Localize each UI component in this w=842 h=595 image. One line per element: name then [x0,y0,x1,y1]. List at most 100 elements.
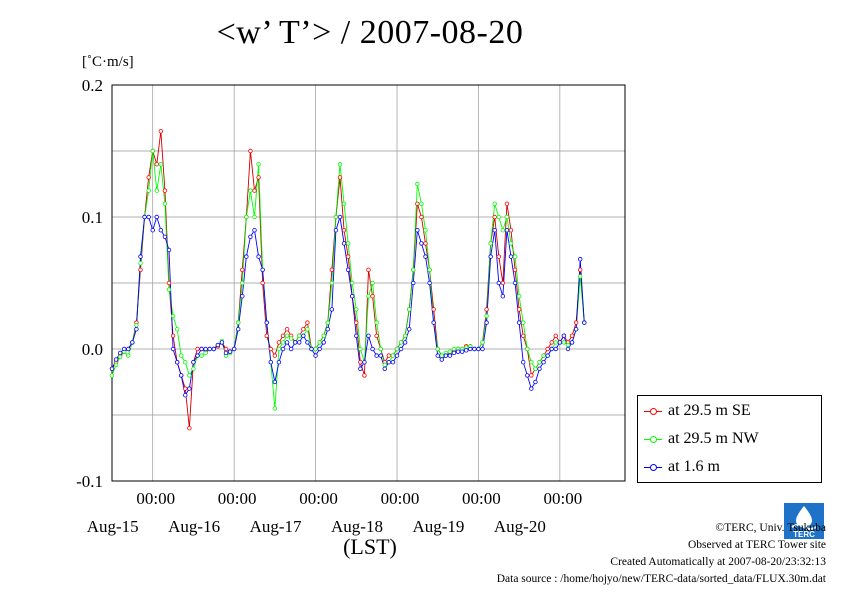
data-point [529,360,534,365]
data-point [305,340,310,345]
series-line-1 [111,150,585,409]
data-point [321,340,326,345]
data-point [333,227,339,233]
data-point [223,350,229,356]
x-tick-date: Aug-18 [331,517,383,536]
data-point [350,294,355,299]
data-point [256,175,261,180]
data-point [354,307,359,312]
data-point [537,360,542,365]
data-point [260,280,265,286]
data-point [508,227,514,233]
data-point [170,313,176,319]
data-point [573,320,579,325]
data-point [374,353,379,358]
data-point [321,333,326,338]
data-point [443,353,449,358]
plot-frame [111,84,626,482]
data-point [582,320,587,325]
data-point [252,188,257,193]
data-point [179,353,184,358]
data-point [162,188,168,193]
data-point [130,340,135,345]
data-point [244,254,249,259]
x-tick-time: 00:00 [381,489,420,508]
data-point [297,340,302,345]
data-point [529,386,534,391]
data-point [227,349,233,354]
data-point [240,294,245,299]
data-point [415,201,420,206]
data-point [341,227,347,233]
legend-item-1-6m: at 1.6 m [638,456,821,480]
data-point [370,294,375,299]
data-point [264,320,269,325]
data-point [488,241,493,246]
x-tick-time: 00:00 [462,489,501,508]
data-point [305,327,310,332]
data-point [512,254,518,259]
data-point [329,267,335,272]
data-point [431,307,436,312]
data-point [288,346,294,352]
x-tick-date: Aug-20 [494,517,546,536]
data-point [280,333,286,338]
data-point [117,354,123,360]
data-point [419,214,424,220]
data-point [476,346,481,352]
legend-label: at 29.5 m NW [668,430,759,447]
data-point [451,346,457,352]
data-point [508,241,514,246]
data-point [236,327,241,332]
data-point [313,353,318,358]
data-point [154,161,159,167]
data-point [293,340,298,345]
legend-label: at 29.5 m SE [668,402,751,419]
data-point [415,227,420,233]
legend-swatch-marker [650,436,657,443]
data-point [354,320,359,325]
data-point [191,360,196,365]
data-point [272,379,278,385]
data-point [264,333,269,338]
data-point [109,373,115,378]
data-point [366,294,371,299]
data-point [500,227,506,233]
data-point [362,360,367,365]
data-point [427,280,432,286]
data-point [411,267,416,272]
data-point [378,353,383,358]
data-point [272,406,278,411]
data-point [122,346,127,352]
y-tick-label: 0.2 [82,76,103,95]
data-point [533,366,538,371]
data-point [565,346,571,352]
data-point [268,360,273,365]
data-point [223,346,229,352]
data-point [187,426,192,431]
data-point [191,366,196,371]
data-point [435,346,440,352]
data-point [166,287,172,292]
x-axis-unit: (LST) [343,534,397,559]
data-point [240,267,245,272]
data-point [496,214,501,220]
data-point [272,353,278,358]
y-tick-label: 0.1 [82,208,103,227]
data-point [317,340,322,345]
data-point [126,346,131,352]
data-point [154,214,159,220]
data-point [480,346,485,352]
data-point [390,360,396,365]
data-point [297,333,302,338]
data-point [174,327,180,332]
data-point [419,201,424,206]
data-point [301,327,306,332]
data-point [561,340,567,345]
data-point [350,280,355,286]
data-point [174,360,180,365]
data-point [484,320,489,325]
data-point [146,188,151,193]
data-point [382,366,387,371]
